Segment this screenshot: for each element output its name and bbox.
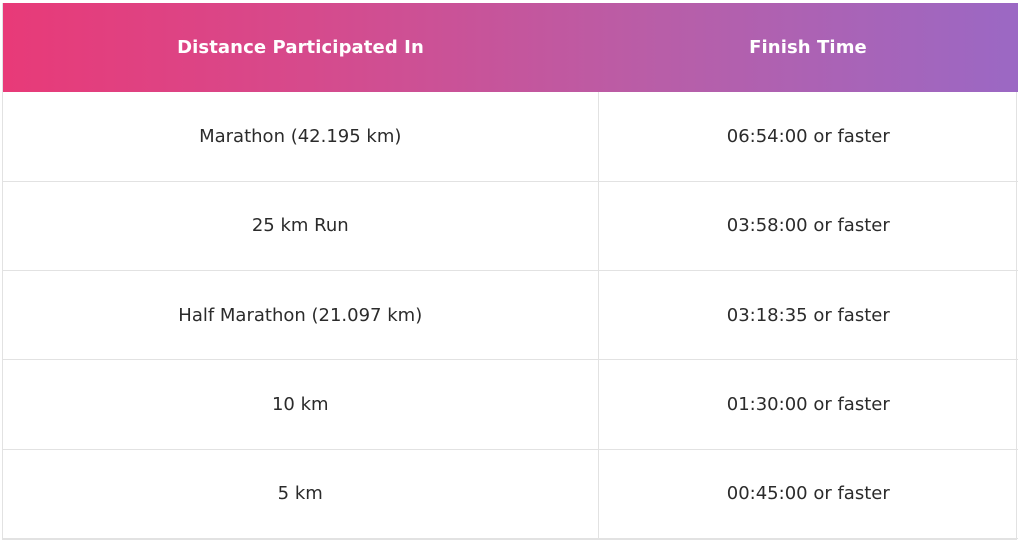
cell-finish-time: 01:30:00 or faster	[598, 359, 1018, 450]
cell-distance: 5 km	[3, 449, 599, 540]
finish-time-table: Distance Participated In Finish Time Mar…	[3, 3, 1018, 540]
header-finish-time: Finish Time	[749, 37, 867, 58]
cell-distance: 10 km	[3, 359, 599, 450]
table-row: Half Marathon (21.097 km) 03:18:35 or fa…	[3, 270, 1018, 361]
header-distance: Distance Participated In	[177, 37, 424, 58]
cell-distance: Half Marathon (21.097 km)	[3, 270, 599, 361]
table-row: 10 km 01:30:00 or faster	[3, 359, 1018, 450]
cell-finish-time: 03:18:35 or faster	[598, 270, 1018, 361]
cell-finish-time: 03:58:00 or faster	[598, 181, 1018, 272]
cell-distance: 25 km Run	[3, 181, 599, 272]
finish-time-table-container: Distance Participated In Finish Time Mar…	[2, 3, 1018, 540]
cell-finish-time: 06:54:00 or faster	[598, 92, 1018, 182]
cell-finish-time: 00:45:00 or faster	[598, 449, 1018, 540]
table-row: Marathon (42.195 km) 06:54:00 or faster	[3, 92, 1018, 182]
table-body: Marathon (42.195 km) 06:54:00 or faster …	[3, 92, 1018, 540]
cell-distance: Marathon (42.195 km)	[3, 92, 599, 182]
table-header: Distance Participated In Finish Time	[3, 3, 1018, 92]
table-row: 5 km 00:45:00 or faster	[3, 449, 1018, 540]
table-row: 25 km Run 03:58:00 or faster	[3, 181, 1018, 272]
table-header-row: Distance Participated In Finish Time	[3, 3, 1018, 92]
